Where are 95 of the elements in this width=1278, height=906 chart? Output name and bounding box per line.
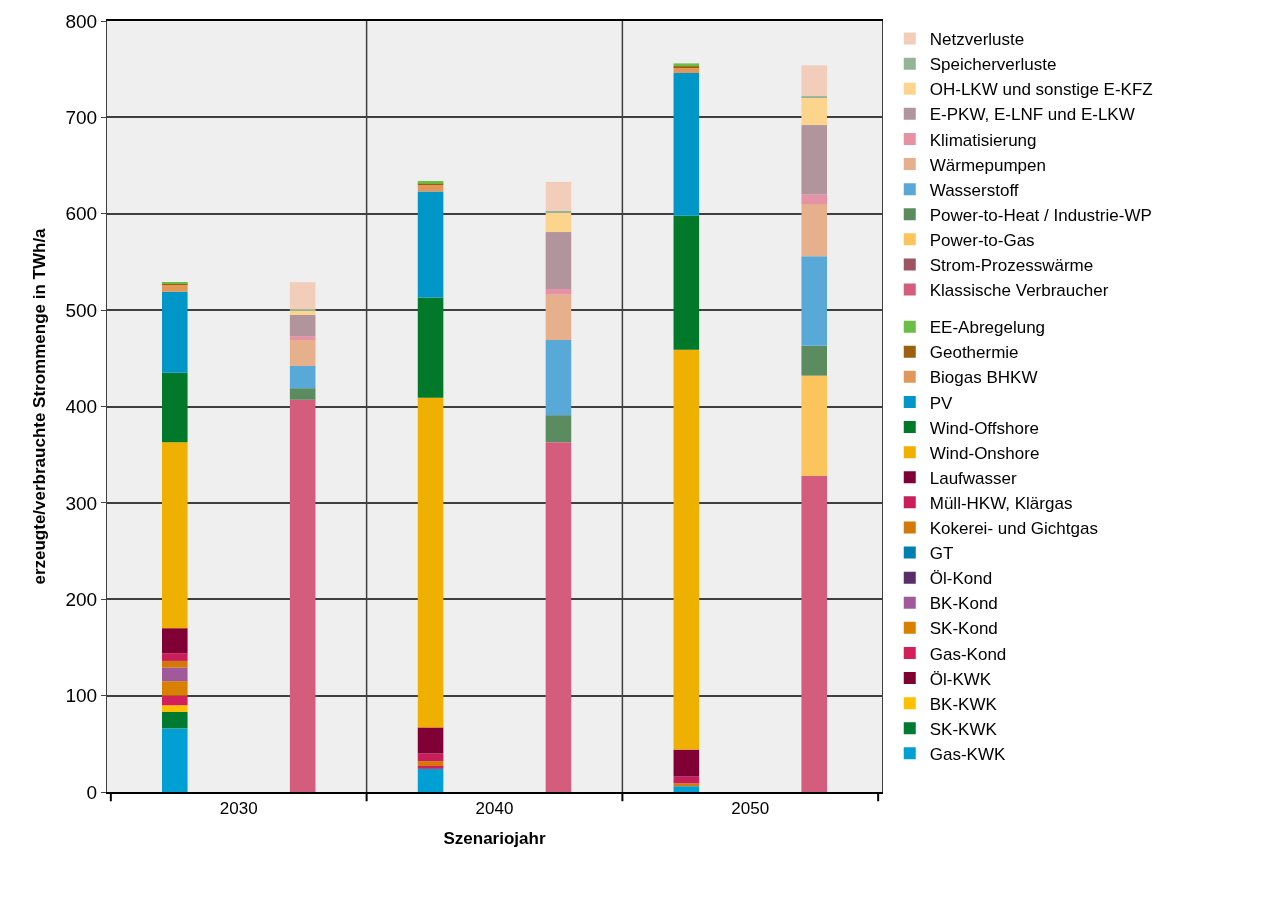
legend-label: SK-Kond xyxy=(929,619,998,639)
legend-label: BK-Kond xyxy=(929,594,998,614)
bar xyxy=(161,660,188,668)
legend-label: Biogas BHKW xyxy=(929,368,1038,388)
bar xyxy=(161,372,188,443)
bar xyxy=(545,232,572,289)
legend-label: Klassische Verbraucher xyxy=(929,281,1109,301)
bar xyxy=(801,125,828,195)
bar xyxy=(545,212,572,233)
bar xyxy=(161,628,188,654)
bar xyxy=(545,210,572,213)
bar xyxy=(801,475,828,792)
legend-label: Laufwasser xyxy=(929,468,1018,488)
bar xyxy=(801,345,828,376)
y-tick-label: 700 xyxy=(65,107,98,129)
bar xyxy=(417,753,444,762)
bar xyxy=(801,375,828,476)
legend-label: Geothermie xyxy=(929,343,1019,363)
x-axis-title: Szenariojahr xyxy=(443,829,546,849)
legend-label: Netzverluste xyxy=(929,30,1025,50)
x-tick-label: 2050 xyxy=(731,799,770,819)
bar xyxy=(545,181,572,211)
legend-label: Strom-Prozesswärme xyxy=(929,256,1094,276)
bar xyxy=(161,712,188,729)
legend-label: Wind-Onshore xyxy=(929,443,1040,463)
legend-label: OH-LKW und sonstige E-KFZ xyxy=(929,80,1153,100)
legend-label: Power-to-Gas xyxy=(929,230,1035,250)
legend-label: Wärmepumpen xyxy=(929,155,1046,175)
legend-label: Gas-Kond xyxy=(929,644,1007,664)
legend-label: Klimatisierung xyxy=(929,130,1037,150)
bar xyxy=(801,97,828,126)
bar xyxy=(417,397,444,728)
legend-label: Speicherverluste xyxy=(929,55,1057,75)
y-tick-label: 100 xyxy=(65,685,98,707)
bar xyxy=(289,388,316,400)
bar xyxy=(417,765,444,769)
bar xyxy=(417,297,444,398)
legend-label: EE-Abregelung xyxy=(929,318,1046,338)
bar xyxy=(417,184,444,192)
bar xyxy=(417,191,444,298)
y-tick-label: 400 xyxy=(65,396,98,418)
bar xyxy=(161,442,188,629)
bar xyxy=(161,681,188,696)
bar xyxy=(161,728,188,792)
bar xyxy=(289,399,316,792)
y-tick-label: 500 xyxy=(65,299,98,321)
legend-label: Kokerei- und Gichtgas xyxy=(929,519,1098,539)
legend-label: E-PKW, E-LNF und E-LKW xyxy=(929,105,1135,125)
bar xyxy=(289,340,316,367)
y-tick-label: 200 xyxy=(65,588,98,610)
bar xyxy=(161,705,188,713)
y-axis-title: erzeugte/verbrauchte Strommenge in TWh/a xyxy=(30,227,50,585)
bar xyxy=(289,366,316,389)
bar xyxy=(801,194,828,205)
bar xyxy=(673,349,700,750)
bar xyxy=(545,294,572,340)
bar xyxy=(161,695,188,706)
legend-label: SK-KWK xyxy=(929,719,998,739)
legend-label: Wind-Offshore xyxy=(929,418,1040,438)
bar xyxy=(673,73,700,216)
bar xyxy=(545,340,572,416)
bar xyxy=(289,314,316,337)
bar xyxy=(289,336,316,340)
bar xyxy=(161,653,188,661)
bar xyxy=(545,442,572,792)
legend-label: Wasserstoff xyxy=(929,180,1019,200)
legend-label: Öl-Kond xyxy=(929,569,993,589)
bar xyxy=(417,761,444,766)
bar xyxy=(545,415,572,443)
bar xyxy=(801,204,828,257)
y-tick-label: 300 xyxy=(65,492,98,514)
bar xyxy=(673,783,700,787)
legend-label: BK-KWK xyxy=(929,694,998,714)
legend-label: Öl-KWK xyxy=(929,669,992,689)
bar xyxy=(801,65,828,97)
bar xyxy=(417,768,444,792)
bar xyxy=(289,282,316,310)
y-tick-label: 0 xyxy=(86,781,98,803)
bar xyxy=(673,786,700,792)
bar xyxy=(161,667,188,682)
x-tick-label: 2030 xyxy=(219,799,258,819)
bar xyxy=(545,288,572,295)
y-tick-label: 800 xyxy=(65,10,98,32)
bar xyxy=(801,256,828,346)
bar xyxy=(673,215,700,350)
legend-label: Gas-KWK xyxy=(929,744,1006,764)
x-tick-label: 2040 xyxy=(475,799,514,819)
legend-label: GT xyxy=(929,544,954,564)
legend-label: Power-to-Heat / Industrie-WP xyxy=(929,205,1152,225)
legend-label: Müll-HKW, Klärgas xyxy=(929,493,1073,513)
legend-label: PV xyxy=(929,393,954,413)
bar xyxy=(417,727,444,754)
bar xyxy=(161,291,188,373)
bar xyxy=(673,749,700,777)
y-tick-label: 600 xyxy=(65,203,98,225)
